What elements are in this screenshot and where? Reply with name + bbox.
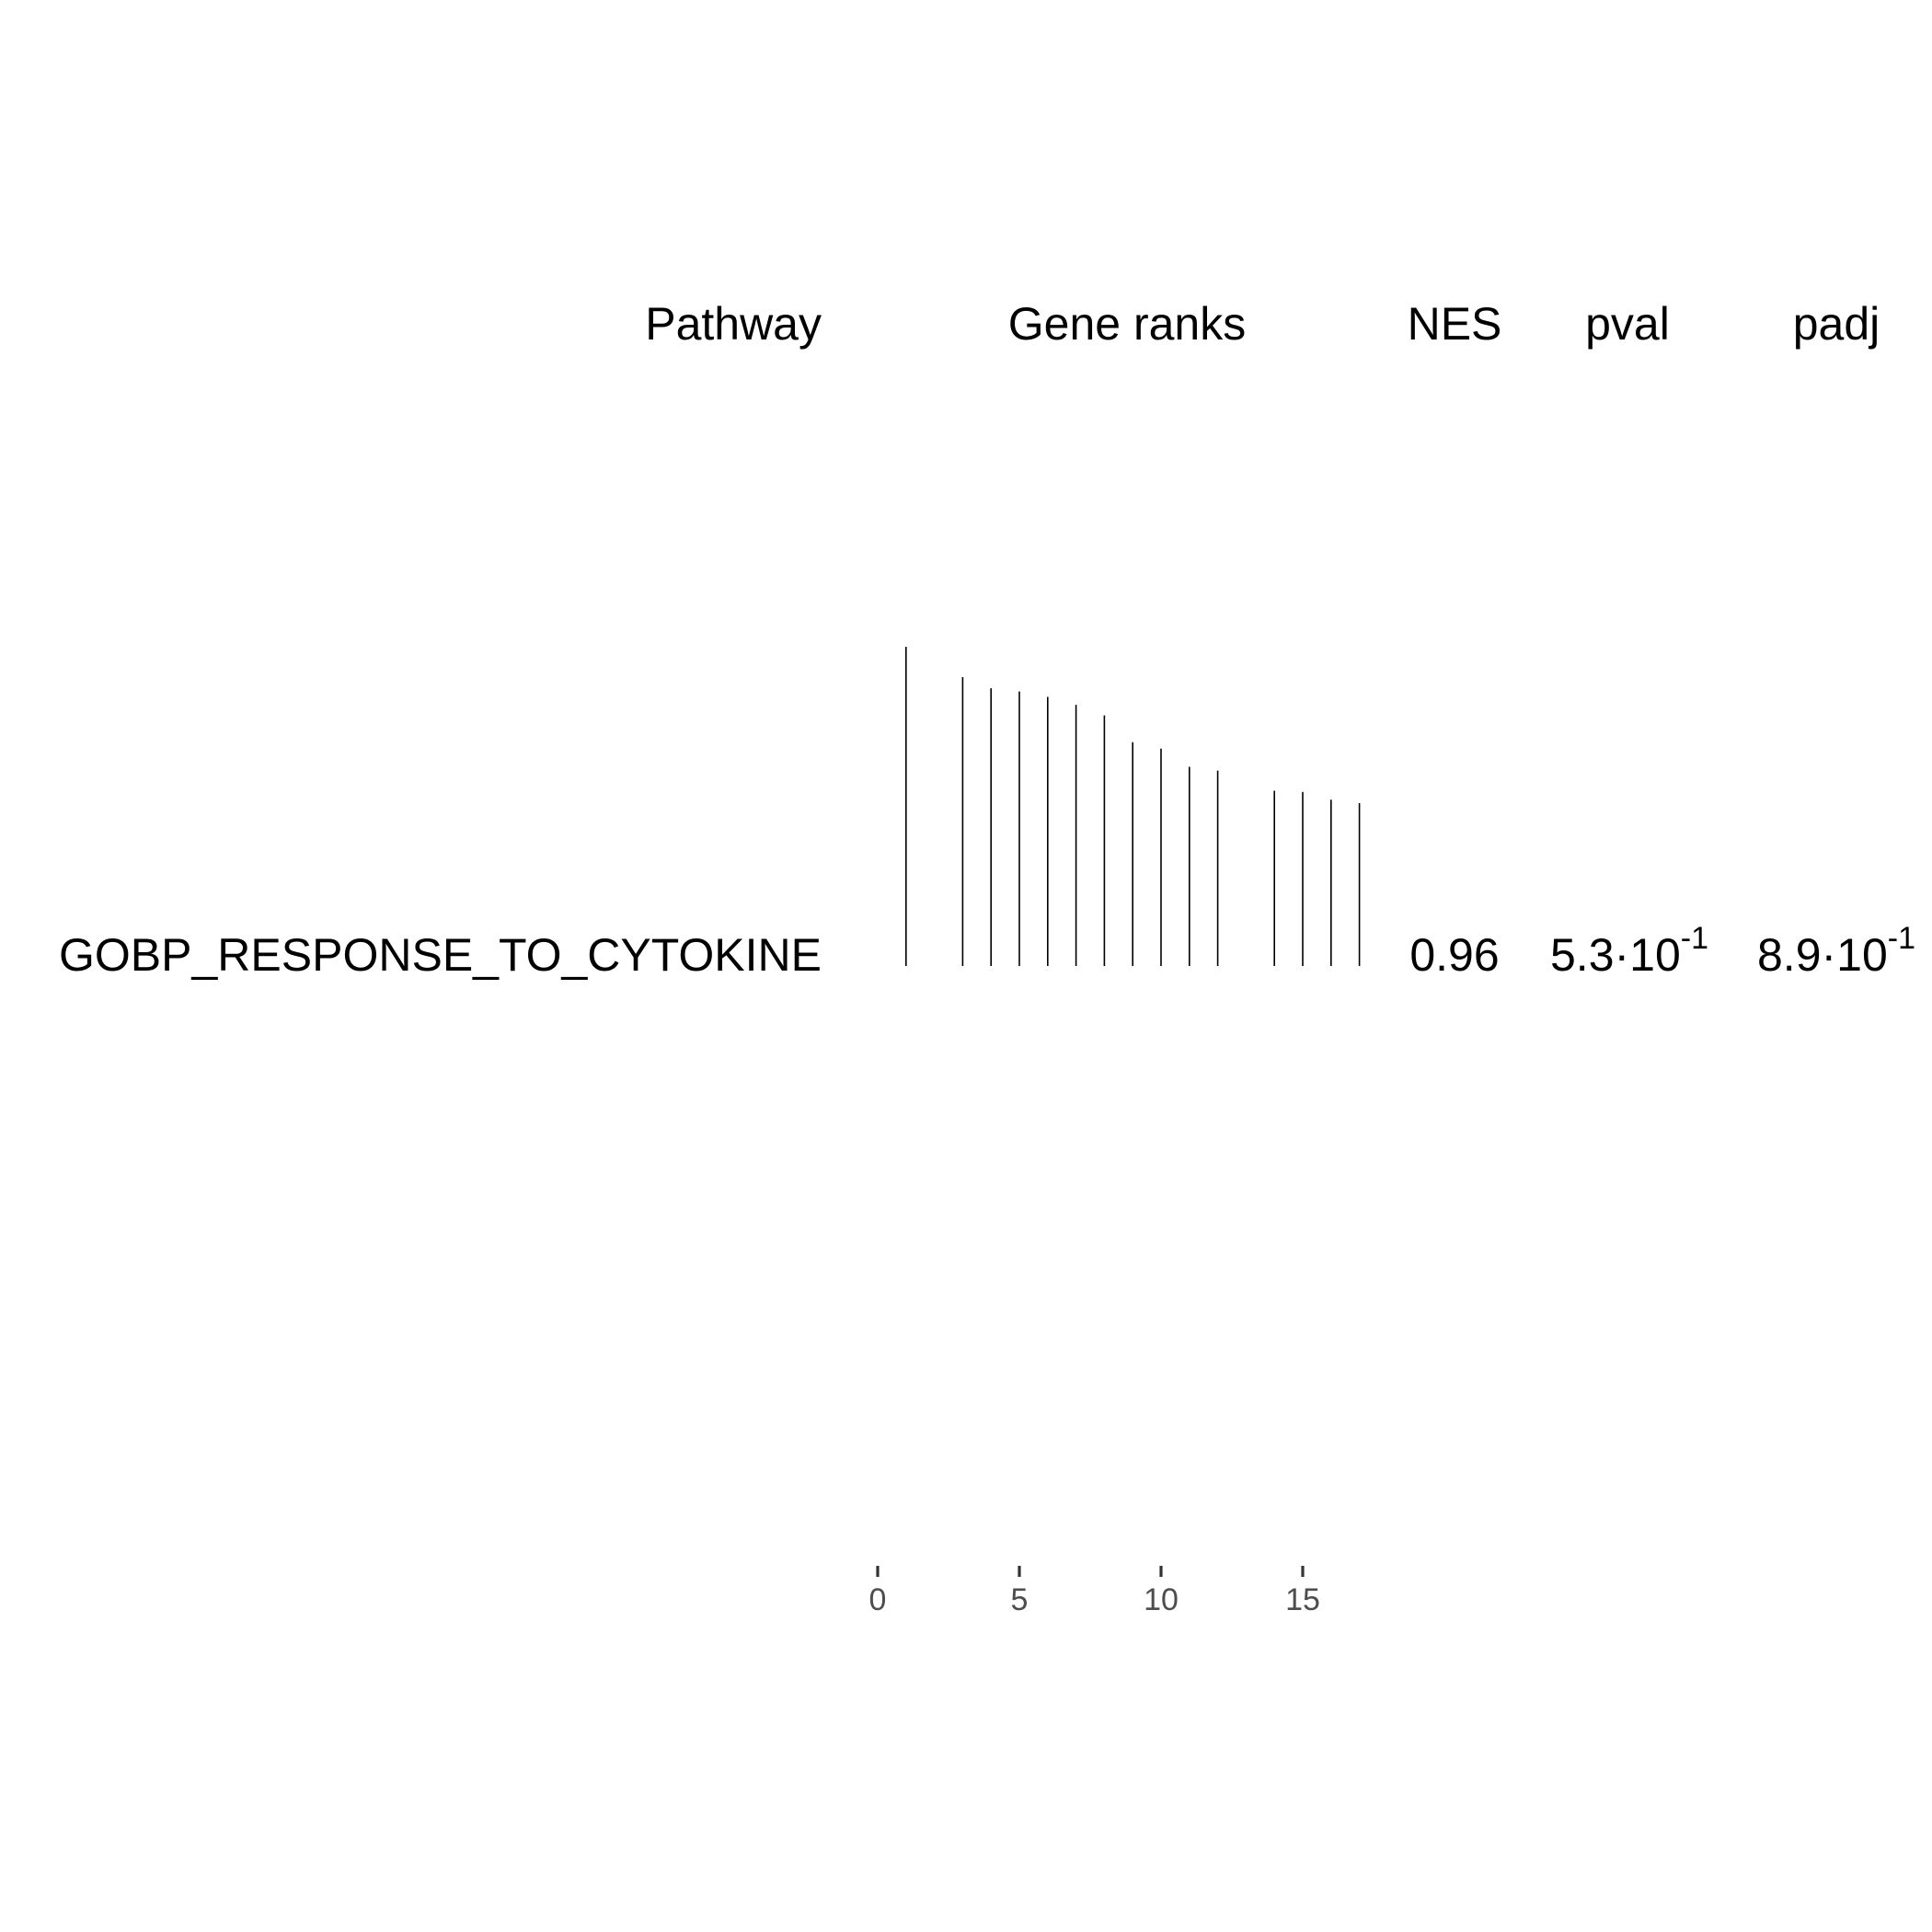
x-tick-label-15: 15 (1285, 1582, 1320, 1617)
padj-dot: · (1822, 929, 1837, 981)
header-gene-ranks: Gene ranks (1008, 298, 1246, 350)
padj-base: 10 (1836, 929, 1888, 981)
pval-base: 10 (1629, 929, 1681, 981)
x-tick-label-5: 5 (1011, 1582, 1029, 1617)
x-axis: 0 5 10 15 (869, 1566, 1320, 1617)
header-nes: NES (1408, 298, 1502, 350)
column-headers: Pathway Gene ranks NES pval padj (645, 298, 1880, 350)
padj-value: 8.9·10-1 (1757, 921, 1915, 981)
table-row: GOBP_RESPONSE_TO_CYTOKINE 0.96 5.3·10-1 … (59, 647, 1915, 981)
x-tick-label-10: 10 (1144, 1582, 1179, 1617)
padj-mantissa: 8.9 (1757, 929, 1822, 981)
nes-value: 0.96 (1409, 929, 1499, 981)
pathway-name: GOBP_RESPONSE_TO_CYTOKINE (59, 929, 822, 981)
padj-exponent: -1 (1888, 921, 1915, 956)
pval-mantissa: 5.3 (1550, 929, 1615, 981)
gene-ranks-barcode (904, 647, 1361, 966)
x-tick-label-0: 0 (869, 1582, 887, 1617)
pval-dot: · (1615, 929, 1630, 981)
pval-exponent: -1 (1681, 921, 1708, 956)
header-pval: pval (1585, 298, 1670, 350)
header-padj: padj (1793, 298, 1880, 350)
pval-value: 5.3·10-1 (1550, 921, 1708, 981)
header-pathway: Pathway (645, 298, 822, 350)
